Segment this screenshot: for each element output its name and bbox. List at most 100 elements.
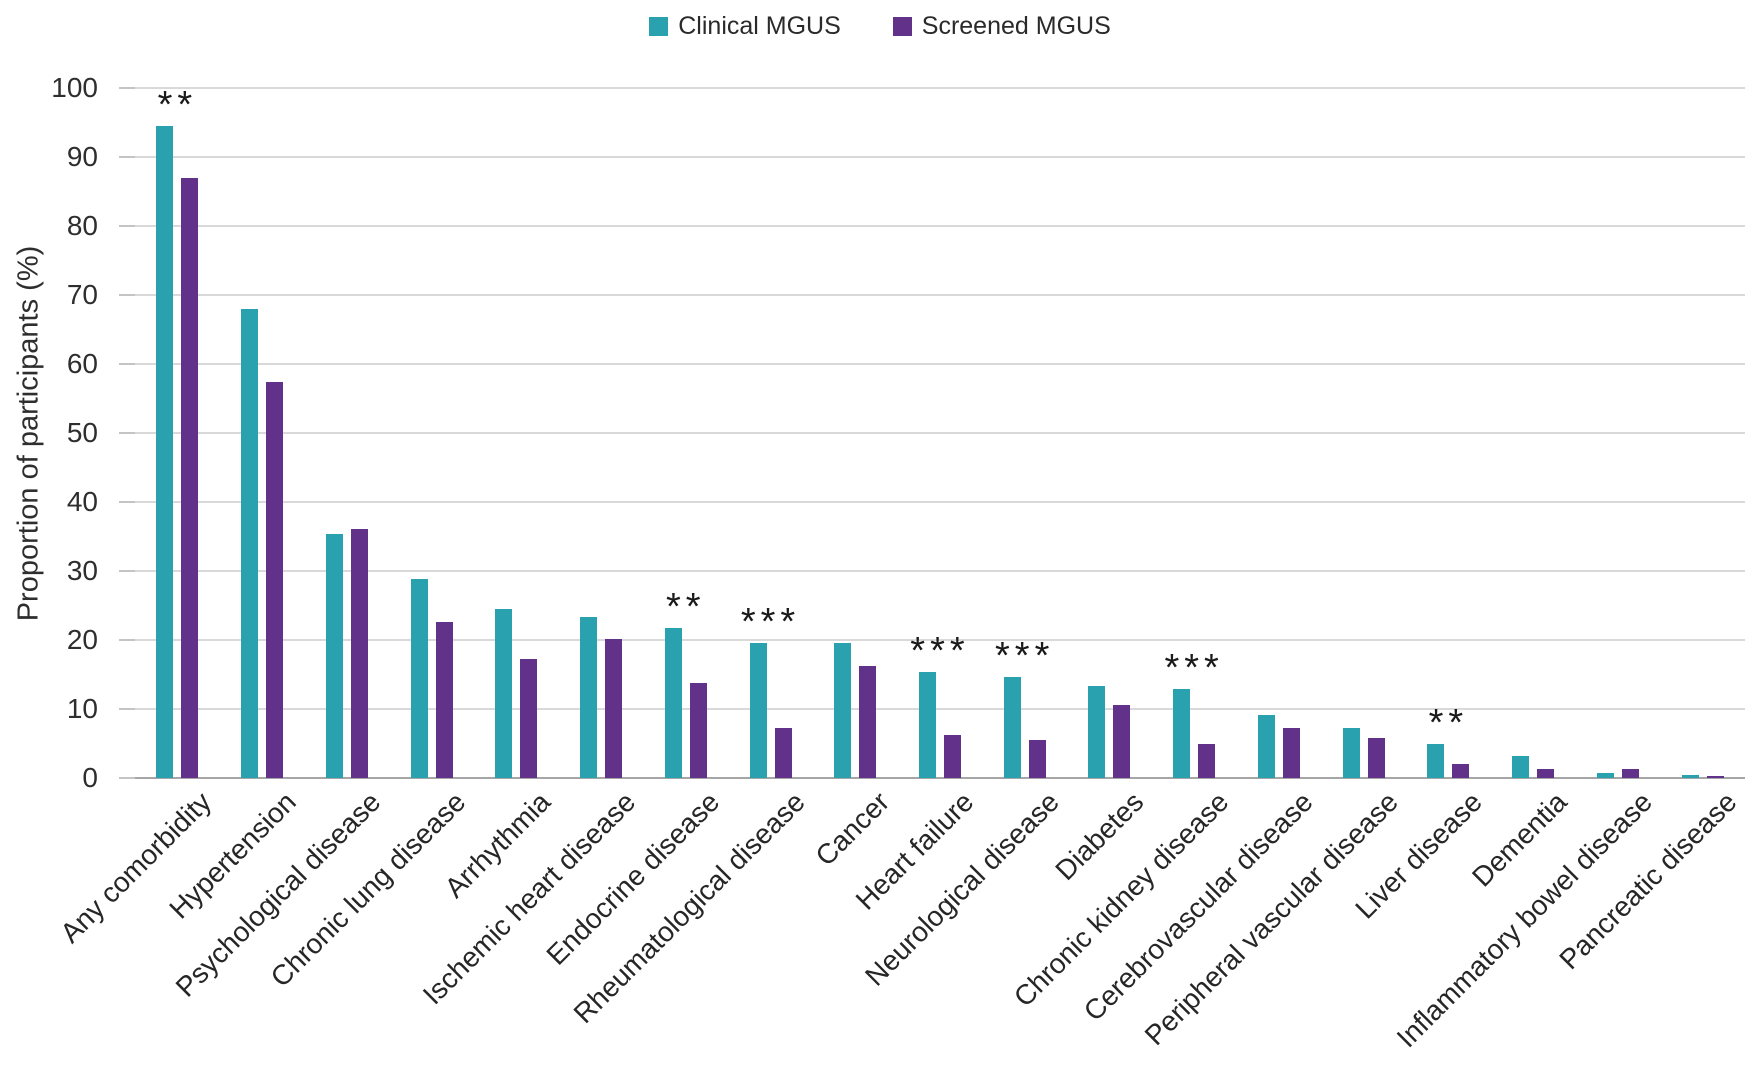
category-dementia: Dementia	[1466, 88, 1576, 893]
clinical-mgus-bar-6	[580, 617, 598, 778]
gridline-10	[135, 708, 1745, 710]
screened-mgus-bar-19	[1706, 775, 1724, 778]
clinical-mgus-bar-19	[1681, 775, 1699, 778]
x-axis-line	[135, 777, 1745, 779]
clinical-mgus-bar-16	[1427, 743, 1445, 778]
screened-mgus-swatch-icon	[892, 17, 912, 36]
gridline-90	[135, 156, 1745, 158]
category-cerebrovascular-disease: Cerebrovascular disease	[1078, 88, 1322, 1027]
clinical-mgus-bar-8	[749, 642, 767, 778]
category-hypertension: Hypertension	[163, 88, 305, 925]
y-tick-label-100: 100	[51, 72, 98, 103]
category-chronic-lung-disease: Chronic lung disease	[265, 88, 474, 993]
y-tick-mark-90	[119, 156, 135, 158]
y-tick-mark-70	[119, 294, 135, 296]
chart-legend: Clinical MGUS Screened MGUS	[0, 12, 1760, 41]
y-tick-mark-20	[119, 639, 135, 641]
category-peripheral-vascular-disease: Peripheral vascular disease	[1138, 88, 1406, 1051]
category-inflammatory-bowel-disease: Inflammatory bowel disease	[1390, 88, 1660, 1053]
screened-mgus-bar-1	[181, 178, 199, 778]
legend-item-screened-mgus: Screened MGUS	[892, 12, 1111, 41]
screened-mgus-bar-12	[1113, 704, 1131, 778]
gridline-70	[135, 294, 1745, 296]
gridline-60	[135, 363, 1745, 365]
y-tick-mark-40	[119, 501, 135, 503]
y-tick-label-10: 10	[66, 693, 98, 724]
legend-label-clinical-mgus: Clinical MGUS	[678, 12, 841, 40]
clinical-mgus-bar-10	[918, 672, 936, 778]
category-heart-failure: *** Heart failure	[850, 88, 983, 915]
category-any-comorbidity: ** Any comorbidity	[55, 83, 220, 949]
screened-mgus-bar-11	[1028, 740, 1046, 778]
y-tick-mark-0	[119, 777, 135, 779]
y-tick-mark-80	[119, 225, 135, 227]
gridline-20	[135, 639, 1745, 641]
gridline-100	[135, 87, 1745, 89]
clinical-mgus-bar-12	[1088, 685, 1106, 778]
category-pancreatic-disease: Pancreatic disease	[1553, 88, 1745, 975]
significance-marker-8: ***	[740, 600, 801, 643]
y-tick-label-20: 20	[66, 624, 98, 655]
y-tick-mark-50	[119, 432, 135, 434]
screened-mgus-bar-15	[1367, 737, 1385, 778]
clinical-mgus-bar-18	[1596, 773, 1614, 778]
significance-marker-16: **	[1428, 701, 1469, 744]
screened-mgus-bar-9	[859, 666, 877, 778]
category-diabetes: Diabetes	[1049, 88, 1152, 886]
y-tick-label-90: 90	[66, 141, 98, 172]
y-tick-label-30: 30	[66, 555, 98, 586]
category-liver-disease: ** Liver disease	[1350, 88, 1491, 925]
screened-mgus-bar-10	[943, 734, 961, 778]
clinical-mgus-bar-15	[1342, 728, 1360, 778]
category-ischemic-heart-disease: Ischemic heart disease	[417, 88, 644, 1010]
clinical-mgus-bar-9	[834, 642, 852, 778]
y-tick-label-80: 80	[66, 210, 98, 241]
legend-label-screened-mgus: Screened MGUS	[921, 12, 1111, 40]
gridline-80	[135, 225, 1745, 227]
significance-marker-13: ***	[1164, 647, 1224, 689]
clinical-mgus-bar-13	[1173, 689, 1191, 778]
category-endocrine-disease: ** Endocrine disease	[541, 88, 728, 971]
category-rheumatological-disease: *** Rheumatological disease	[567, 88, 813, 1029]
plot-area: ** Any comorbidity Hypertension Psychologic…	[55, 83, 1745, 1053]
screened-mgus-bar-16	[1452, 763, 1470, 778]
clinical-mgus-bar-3	[325, 533, 343, 778]
x-axis-label-1: Any comorbidity	[54, 786, 218, 949]
y-tick-mark-30	[119, 570, 135, 572]
y-axis-tick-labels: 0 10 20 30 40 50 60 70 80 90 100	[0, 74, 118, 792]
clinical-mgus-bar-2	[241, 308, 259, 778]
y-tick-mark-10	[119, 708, 135, 710]
gridline-50	[135, 432, 1745, 434]
screened-mgus-bar-13	[1198, 744, 1216, 778]
screened-mgus-bar-6	[605, 639, 623, 778]
screened-mgus-bar-3	[350, 528, 368, 778]
clinical-mgus-bar-4	[410, 579, 428, 778]
category-arrhythmia: Arrhythmia	[439, 88, 559, 904]
screened-mgus-bar-18	[1621, 769, 1639, 778]
y-tick-mark-60	[119, 363, 135, 365]
clinical-mgus-bar-5	[495, 608, 513, 778]
category-neurological-disease: *** Neurological disease	[859, 88, 1067, 991]
category-cells: ** Any comorbidity Hypertension Psychologic…	[55, 83, 1745, 1053]
category-cancer: Cancer	[809, 88, 898, 872]
clinical-mgus-bar-7	[664, 628, 682, 778]
clinical-mgus-bar-17	[1512, 755, 1530, 778]
y-tick-mark-100	[119, 87, 135, 89]
y-tick-label-60: 60	[66, 348, 98, 379]
clinical-mgus-bar-11	[1003, 677, 1021, 778]
category-psychological-disease: Psychological disease	[170, 88, 389, 1003]
significance-marker-1: **	[157, 83, 198, 126]
screened-mgus-bar-8	[774, 728, 792, 778]
legend-item-clinical-mgus: Clinical MGUS	[649, 12, 841, 41]
screened-mgus-bar-5	[520, 659, 538, 778]
y-tick-label-50: 50	[66, 417, 98, 448]
clinical-mgus-bar-14	[1257, 714, 1275, 778]
screened-mgus-bar-2	[266, 381, 284, 778]
y-tick-label-70: 70	[66, 279, 98, 310]
screened-mgus-bar-14	[1282, 728, 1300, 778]
screened-mgus-bar-7	[689, 683, 707, 778]
gridline-40	[135, 501, 1745, 503]
significance-marker-7: **	[665, 586, 706, 629]
screened-mgus-bar-4	[435, 622, 453, 778]
